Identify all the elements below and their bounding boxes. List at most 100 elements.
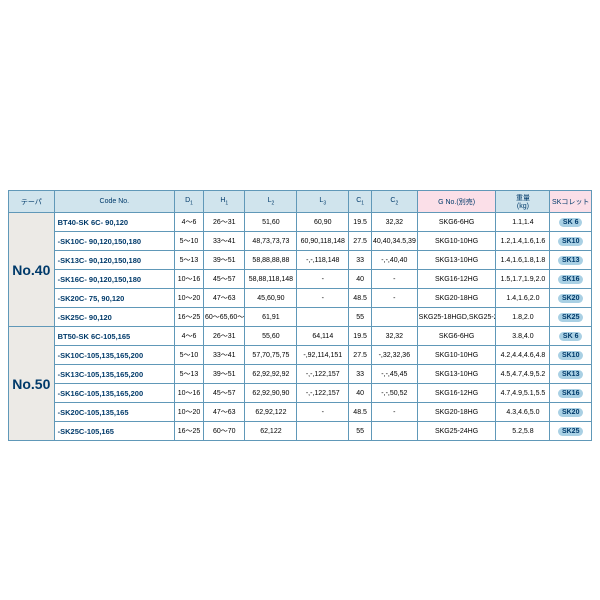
- c1-cell: 33: [349, 365, 372, 384]
- code-cell: -SK25C-105,165: [54, 422, 174, 441]
- l2-cell: 58,88,118,148: [245, 270, 297, 289]
- h-h1: H1: [204, 191, 245, 213]
- h-l2: L2: [245, 191, 297, 213]
- l3-cell: -,92,114,151: [297, 346, 349, 365]
- l2-cell: 48,73,73,73: [245, 232, 297, 251]
- l2-cell: 51,60: [245, 213, 297, 232]
- l3-cell: 64,114: [297, 327, 349, 346]
- g-cell: SKG16-12HG: [417, 270, 496, 289]
- h1-cell: 45〜57: [204, 384, 245, 403]
- collet-cell: SK10: [550, 346, 592, 365]
- h-c2: C2: [372, 191, 418, 213]
- collet-cell: SK 6: [550, 327, 592, 346]
- table-row: No.50BT50-SK 6C-105,1654〜626〜3155,6064,1…: [9, 327, 592, 346]
- g-cell: SKG20-18HG: [417, 403, 496, 422]
- d1-cell: 10〜16: [174, 270, 203, 289]
- collet-pill: SK16: [558, 389, 584, 398]
- collet-cell: SK13: [550, 365, 592, 384]
- collet-pill: SK10: [558, 237, 584, 246]
- taper-label: No.50: [9, 327, 55, 441]
- w-cell: 1.2,1.4,1.6,1.6: [496, 232, 550, 251]
- table-row: -SK16C-105,135,165,20010〜1645〜5762,92,90…: [9, 384, 592, 403]
- c2-cell: -,32,32,36: [372, 346, 418, 365]
- c2-cell: 40,40,34.5,39: [372, 232, 418, 251]
- g-cell: SKG6-6HG: [417, 327, 496, 346]
- w-cell: 4.7,4.9,5.1,5.5: [496, 384, 550, 403]
- c1-cell: 27.5: [349, 346, 372, 365]
- table-row: -SK10C- 90,120,150,1805〜1033〜4148,73,73,…: [9, 232, 592, 251]
- l3-cell: -,-,122,157: [297, 384, 349, 403]
- collet-cell: SK16: [550, 270, 592, 289]
- c2-cell: -,-,50,52: [372, 384, 418, 403]
- g-cell: SKG6-6HG: [417, 213, 496, 232]
- code-cell: BT40-SK 6C- 90,120: [54, 213, 174, 232]
- collet-pill: SK25: [558, 427, 584, 436]
- c2-cell: -,-,45,45: [372, 365, 418, 384]
- w-cell: 4.3,4.6,5.0: [496, 403, 550, 422]
- g-cell: SKG13-10HG: [417, 251, 496, 270]
- d1-cell: 10〜20: [174, 289, 203, 308]
- c1-cell: 19.5: [349, 327, 372, 346]
- table-row: -SK13C- 90,120,150,1805〜1339〜5158,88,88,…: [9, 251, 592, 270]
- collet-pill: SK25: [558, 313, 584, 322]
- collet-cell: SK25: [550, 308, 592, 327]
- h1-cell: 47〜63: [204, 403, 245, 422]
- h-weight: 重量(kg): [496, 191, 550, 213]
- h1-cell: 47〜63: [204, 289, 245, 308]
- c1-cell: 19.5: [349, 213, 372, 232]
- g-cell: SKG10-10HG: [417, 346, 496, 365]
- h1-cell: 33〜41: [204, 346, 245, 365]
- g-cell: SKG13-10HG: [417, 365, 496, 384]
- table-row: -SK25C-105,16516〜2560〜7062,12255SKG25-24…: [9, 422, 592, 441]
- w-cell: 5.2,5.8: [496, 422, 550, 441]
- l3-cell: -,-,122,157: [297, 365, 349, 384]
- code-cell: -SK10C- 90,120,150,180: [54, 232, 174, 251]
- c1-cell: 55: [349, 422, 372, 441]
- l3-cell: -: [297, 270, 349, 289]
- h1-cell: 26〜31: [204, 327, 245, 346]
- h1-cell: 39〜51: [204, 251, 245, 270]
- g-cell: SKG20-18HG: [417, 289, 496, 308]
- c1-cell: 40: [349, 270, 372, 289]
- table-row: -SK20C-105,135,16510〜2047〜6362,92,122-48…: [9, 403, 592, 422]
- collet-cell: SK 6: [550, 213, 592, 232]
- c1-cell: 33: [349, 251, 372, 270]
- h1-cell: 45〜57: [204, 270, 245, 289]
- c2-cell: -: [372, 270, 418, 289]
- w-cell: 1.1,1.4: [496, 213, 550, 232]
- collet-pill: SK20: [558, 408, 584, 417]
- l2-cell: 45,60,90: [245, 289, 297, 308]
- collet-cell: SK20: [550, 289, 592, 308]
- c2-cell: [372, 308, 418, 327]
- h-code: Code No.: [54, 191, 174, 213]
- h1-cell: 39〜51: [204, 365, 245, 384]
- collet-cell: SK20: [550, 403, 592, 422]
- code-cell: -SK13C-105,135,165,200: [54, 365, 174, 384]
- l2-cell: 61,91: [245, 308, 297, 327]
- collet-pill: SK 6: [559, 218, 583, 227]
- d1-cell: 5〜10: [174, 232, 203, 251]
- d1-cell: 5〜13: [174, 251, 203, 270]
- collet-pill: SK13: [558, 370, 584, 379]
- code-cell: -SK16C-105,135,165,200: [54, 384, 174, 403]
- l3-cell: -: [297, 289, 349, 308]
- g-cell: SKG10-10HG: [417, 232, 496, 251]
- table-row: -SK13C-105,135,165,2005〜1339〜5162,92,92,…: [9, 365, 592, 384]
- w-cell: 1.4,1.6,2.0: [496, 289, 550, 308]
- d1-cell: 5〜10: [174, 346, 203, 365]
- taper-label: No.40: [9, 213, 55, 327]
- l2-cell: 62,92,92,92: [245, 365, 297, 384]
- collet-pill: SK16: [558, 275, 584, 284]
- d1-cell: 10〜16: [174, 384, 203, 403]
- h1-cell: 26〜31: [204, 213, 245, 232]
- c1-cell: 40: [349, 384, 372, 403]
- l3-cell: -,-,118,148: [297, 251, 349, 270]
- g-cell: SKG16-12HG: [417, 384, 496, 403]
- table-row: -SK25C- 90,12016〜2560〜65,60〜7061,9155SKG…: [9, 308, 592, 327]
- code-cell: -SK13C- 90,120,150,180: [54, 251, 174, 270]
- w-cell: 3.8,4.0: [496, 327, 550, 346]
- l2-cell: 62,92,122: [245, 403, 297, 422]
- h-taper: テーパ: [9, 191, 55, 213]
- code-cell: -SK10C-105,135,165,200: [54, 346, 174, 365]
- d1-cell: 10〜20: [174, 403, 203, 422]
